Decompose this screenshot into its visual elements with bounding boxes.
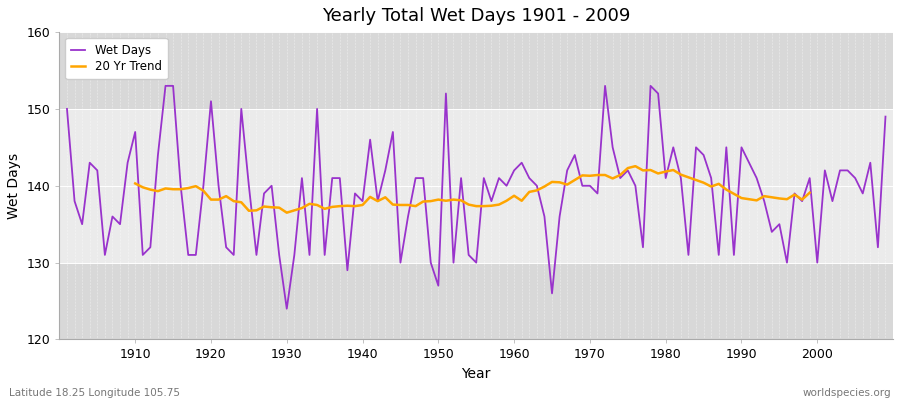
- 20 Yr Trend: [130, 181, 140, 186]
- Wet Days: [615, 176, 626, 180]
- Line: Wet Days: Wet Days: [67, 86, 886, 309]
- 20 Yr Trend: [721, 187, 732, 192]
- Legend: Wet Days, 20 Yr Trend: Wet Days, 20 Yr Trend: [66, 38, 167, 79]
- 20 Yr Trend: [805, 190, 815, 195]
- 20 Yr Trend: [608, 176, 618, 181]
- Bar: [59, 32, 893, 109]
- Wet Days: [122, 160, 133, 165]
- Wet Days: [349, 191, 360, 196]
- Title: Yearly Total Wet Days 1901 - 2009: Yearly Total Wet Days 1901 - 2009: [322, 7, 630, 25]
- X-axis label: Year: Year: [462, 367, 490, 381]
- 20 Yr Trend: [220, 194, 231, 198]
- Wet Days: [61, 106, 72, 111]
- Wet Days: [282, 306, 292, 311]
- Line: 20 Yr Trend: 20 Yr Trend: [135, 166, 810, 213]
- Text: Latitude 18.25 Longitude 105.75: Latitude 18.25 Longitude 105.75: [9, 388, 180, 398]
- Text: worldspecies.org: worldspecies.org: [803, 388, 891, 398]
- Wet Days: [524, 176, 535, 180]
- Wet Days: [517, 160, 527, 165]
- 20 Yr Trend: [789, 192, 800, 197]
- Wet Days: [160, 84, 171, 88]
- Y-axis label: Wet Days: Wet Days: [7, 153, 21, 219]
- 20 Yr Trend: [630, 164, 641, 168]
- Bar: [59, 263, 893, 340]
- Wet Days: [304, 252, 315, 257]
- 20 Yr Trend: [342, 203, 353, 208]
- 20 Yr Trend: [282, 210, 292, 215]
- Wet Days: [880, 114, 891, 119]
- 20 Yr Trend: [706, 184, 716, 189]
